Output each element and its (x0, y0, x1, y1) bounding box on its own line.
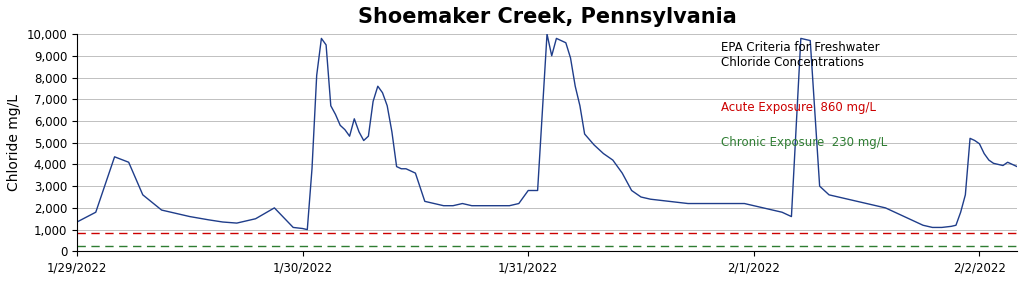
Title: Shoemaker Creek, Pennsylvania: Shoemaker Creek, Pennsylvania (357, 7, 736, 27)
Y-axis label: Chloride mg/L: Chloride mg/L (7, 94, 20, 191)
Text: Chronic Exposure  230 mg/L: Chronic Exposure 230 mg/L (721, 136, 887, 149)
Text: Acute Exposure  860 mg/L: Acute Exposure 860 mg/L (721, 101, 876, 114)
Text: EPA Criteria for Freshwater
Chloride Concentrations: EPA Criteria for Freshwater Chloride Con… (721, 40, 880, 69)
